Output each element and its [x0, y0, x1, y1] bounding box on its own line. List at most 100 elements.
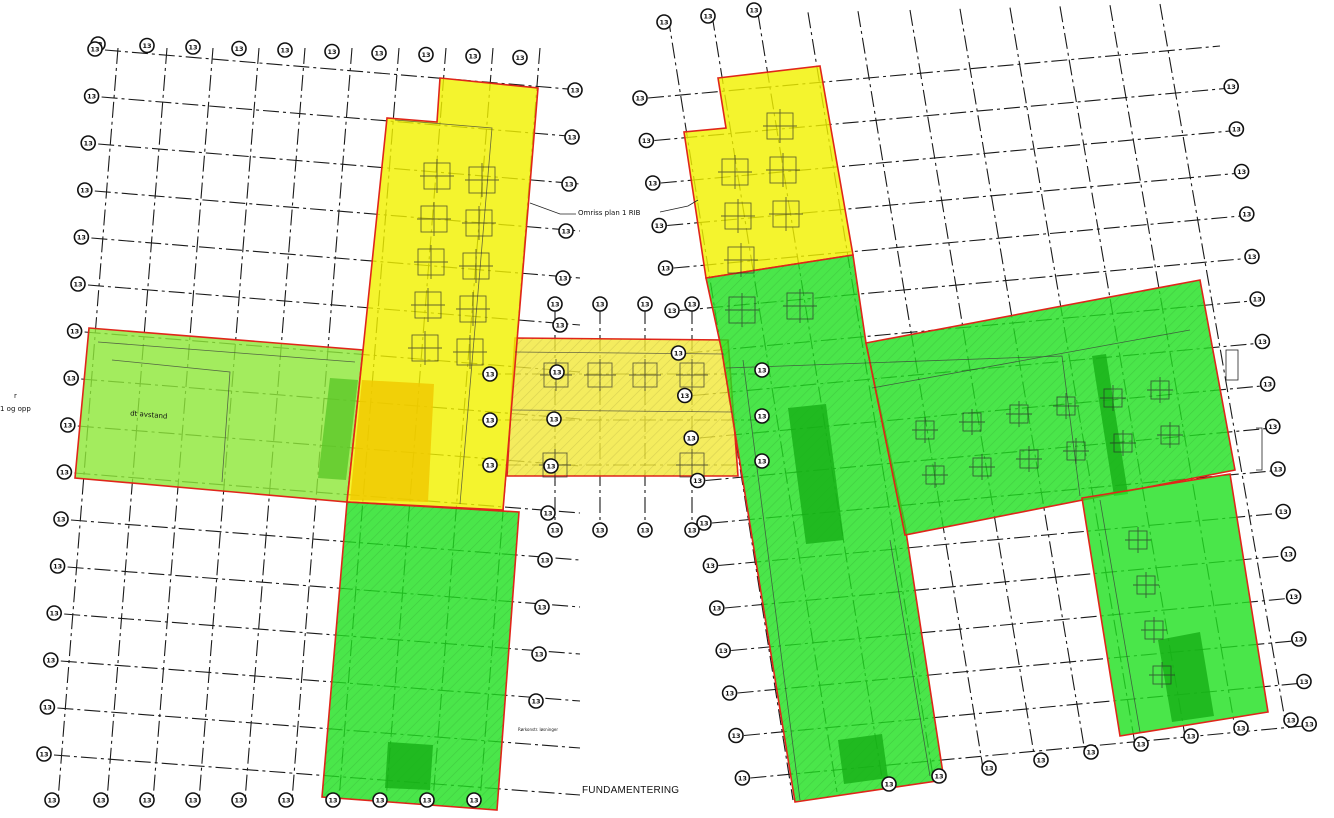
- axis-bubble: 13: [638, 132, 655, 149]
- grid-axis-bubbles: 13 13 13 13 13 13 13 13 13 13 13 13 13 13 13 13 13 13 13 13…: [36, 2, 1317, 808]
- axis-bubble: 13: [1280, 546, 1297, 562]
- foundation-details: [97, 119, 1191, 801]
- svg-text:13: 13: [234, 45, 243, 53]
- axis-bubble: 13: [44, 792, 60, 808]
- axis-bubble: 13: [708, 600, 725, 616]
- svg-text:13: 13: [635, 95, 644, 103]
- axis-bubble: 13: [657, 260, 674, 276]
- svg-text:13: 13: [1136, 741, 1145, 749]
- svg-text:13: 13: [63, 422, 72, 430]
- axis-bubble: 13: [931, 768, 947, 784]
- axis-bubble: 13: [63, 370, 79, 386]
- zone-link-bridge-hatch: [507, 338, 738, 476]
- axis-bubble: 13: [754, 408, 770, 424]
- svg-text:13: 13: [540, 557, 549, 565]
- svg-text:13: 13: [648, 180, 657, 188]
- axis-bubble: 13: [66, 323, 83, 339]
- axis-bubble: 13: [46, 605, 63, 621]
- svg-text:13: 13: [327, 48, 336, 56]
- svg-text:13: 13: [667, 307, 676, 315]
- axis-bubble: 13: [670, 345, 687, 361]
- svg-text:13: 13: [1286, 717, 1295, 725]
- svg-text:13: 13: [485, 371, 494, 379]
- axis-bubble: 13: [534, 599, 550, 615]
- axis-bubble: 13: [53, 511, 69, 527]
- axis-bubble: 13: [561, 176, 577, 192]
- svg-text:13: 13: [1237, 168, 1246, 176]
- svg-text:13: 13: [687, 301, 696, 309]
- axis-bubble: 13: [552, 317, 568, 333]
- axis-bubble: 13: [277, 42, 293, 58]
- svg-text:13: 13: [567, 134, 576, 142]
- axis-bubble: 13: [418, 46, 434, 63]
- svg-text:13: 13: [469, 797, 478, 805]
- svg-text:13: 13: [570, 87, 579, 95]
- axis-bubble: 13: [700, 8, 716, 24]
- axis-bubble: 13: [139, 37, 155, 54]
- axis-bubble: 13: [1283, 712, 1299, 728]
- svg-text:13: 13: [642, 137, 651, 145]
- zone-east-wing-dark-strip: [1092, 354, 1128, 496]
- axis-bubble: 13: [715, 642, 732, 659]
- axis-bubble: 13: [80, 135, 96, 151]
- axis-bubble: 13: [564, 129, 580, 145]
- axis-bubble: 13: [39, 699, 56, 715]
- svg-text:13: 13: [56, 516, 65, 524]
- axis-bubble: 13: [73, 229, 90, 245]
- svg-text:13: 13: [142, 797, 151, 805]
- axis-bubble: 13: [139, 792, 155, 808]
- axis-bubble: 13: [684, 522, 700, 538]
- axis-bubble: 13: [1033, 752, 1049, 768]
- axis-bubble: 13: [231, 792, 247, 808]
- svg-text:13: 13: [421, 51, 430, 59]
- zone-north-east-tower[interactable]: [683, 65, 854, 279]
- svg-text:13: 13: [1273, 466, 1282, 474]
- svg-text:13: 13: [1086, 749, 1095, 757]
- svg-text:13: 13: [1294, 636, 1303, 644]
- axis-bubble: 13: [656, 14, 672, 30]
- axis-bubble: 13: [546, 411, 562, 427]
- svg-text:13: 13: [564, 181, 573, 189]
- axis-bubble: 13: [1285, 588, 1302, 605]
- svg-text:13: 13: [67, 375, 76, 383]
- axis-bubble: 13: [1275, 503, 1291, 520]
- svg-text:13: 13: [537, 604, 546, 612]
- svg-text:13: 13: [375, 797, 384, 805]
- svg-text:13: 13: [640, 301, 649, 309]
- axis-bubble: 13: [372, 792, 388, 808]
- svg-text:13: 13: [534, 651, 543, 659]
- svg-text:13: 13: [738, 775, 747, 783]
- svg-text:13: 13: [550, 527, 559, 535]
- axis-bubble: 13: [1239, 206, 1255, 222]
- zone-south-west-tower-hatch: [322, 502, 519, 810]
- axis-bubble: 13: [734, 770, 751, 786]
- axis-bubble: 13: [558, 223, 574, 239]
- svg-text:13: 13: [234, 797, 243, 805]
- svg-text:13: 13: [90, 46, 99, 54]
- svg-text:13: 13: [96, 797, 105, 805]
- svg-text:13: 13: [640, 527, 649, 535]
- svg-text:13: 13: [934, 773, 943, 781]
- axis-bubble: 13: [676, 387, 693, 404]
- axis-bubble: 13: [185, 792, 201, 808]
- axis-bubble: 13: [93, 792, 109, 808]
- axis-bubble: 13: [482, 366, 498, 382]
- axis-bubble: 13: [555, 270, 571, 286]
- footing-squares: [408, 109, 1183, 688]
- svg-text:13: 13: [1242, 211, 1251, 219]
- axis-bubble: 13: [87, 41, 103, 57]
- axis-bubble: 13: [637, 296, 653, 312]
- zone-east-south-leg[interactable]: [1081, 473, 1269, 737]
- axis-bubble: 13: [1083, 744, 1099, 760]
- svg-text:13: 13: [595, 527, 604, 535]
- axis-bubble: 13: [981, 760, 997, 776]
- axis-bubble: 13: [1254, 333, 1271, 350]
- zone-east-central-dark-strip: [788, 404, 844, 544]
- svg-text:13: 13: [188, 44, 197, 52]
- svg-text:13: 13: [661, 265, 670, 273]
- svg-text:13: 13: [1232, 126, 1241, 134]
- axis-bubble: 13: [540, 505, 556, 521]
- axis-bubble: 13: [1183, 728, 1199, 744]
- zone-west-wing-dark-strip: [318, 378, 358, 480]
